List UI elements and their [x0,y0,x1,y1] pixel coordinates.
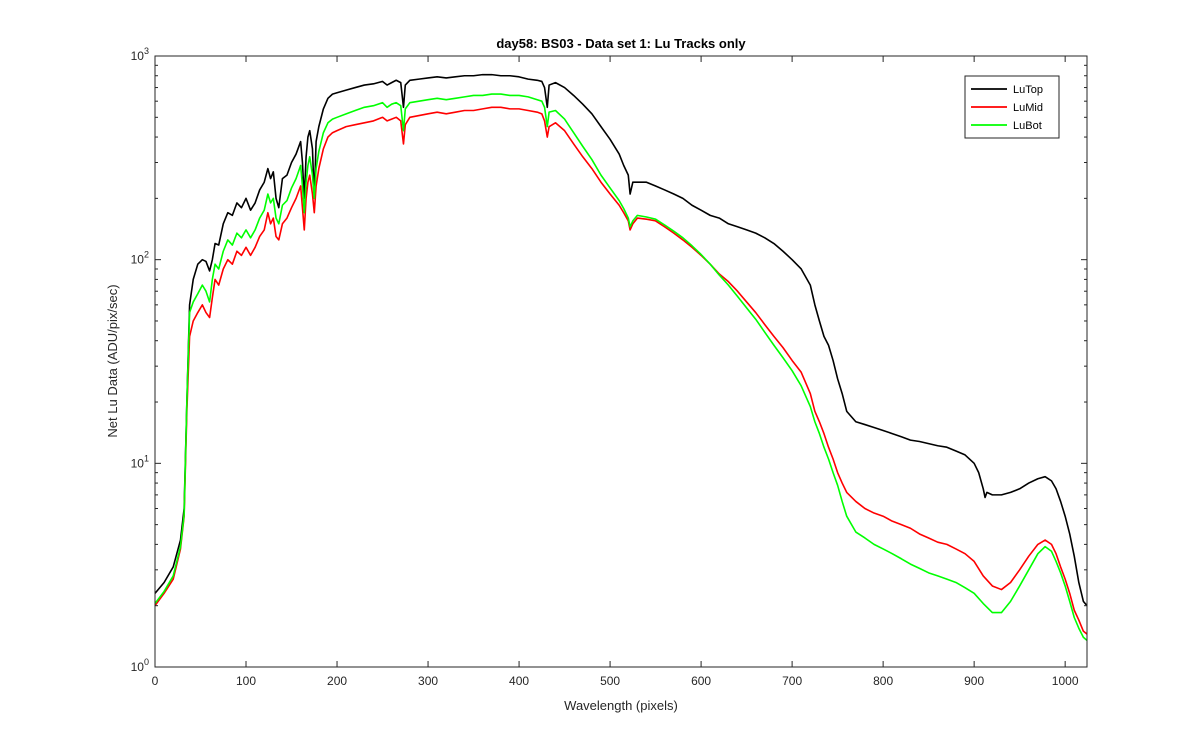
tick-layer: 0 100 200 300 400 500 600 700 800 900 100010010110… [131,46,1087,688]
x-tick-label: 900 [964,674,984,688]
plot-area [155,56,1087,667]
legend-label-lubot: LuBot [1013,120,1042,132]
y-tick-label: 101 [131,453,149,470]
legend-label-lutop: LuTop [1013,84,1043,96]
x-tick-label: 600 [691,674,711,688]
x-tick-label: 200 [327,674,347,688]
x-tick-label: 300 [418,674,438,688]
series-layer [154,73,1088,642]
legend-label-lumid: LuMid [1013,102,1043,114]
x-tick-label: 400 [509,674,529,688]
x-tick-label: 100 [236,674,256,688]
plot-box [154,55,1088,668]
chart-title: day58: BS03 - Data set 1: Lu Tracks only [496,36,746,51]
legend: LuTop LuMid LuBot [964,75,1060,139]
x-tick-label: 700 [782,674,802,688]
y-tick-label: 103 [131,46,149,63]
x-tick-label: 1000 [1052,674,1079,688]
y-tick-label: 102 [131,250,149,267]
series-line-lubot [154,93,1088,642]
x-axis-label: Wavelength (pixels) [564,698,678,713]
series-line-lutop [154,73,1088,607]
x-tick-label: 800 [873,674,893,688]
x-tick-label: 500 [600,674,620,688]
y-tick-label: 100 [131,657,149,674]
y-axis-label: Net Lu Data (ADU/pix/sec) [105,284,120,437]
x-tick-label: 0 [152,674,159,688]
series-line-lumid [154,106,1088,635]
